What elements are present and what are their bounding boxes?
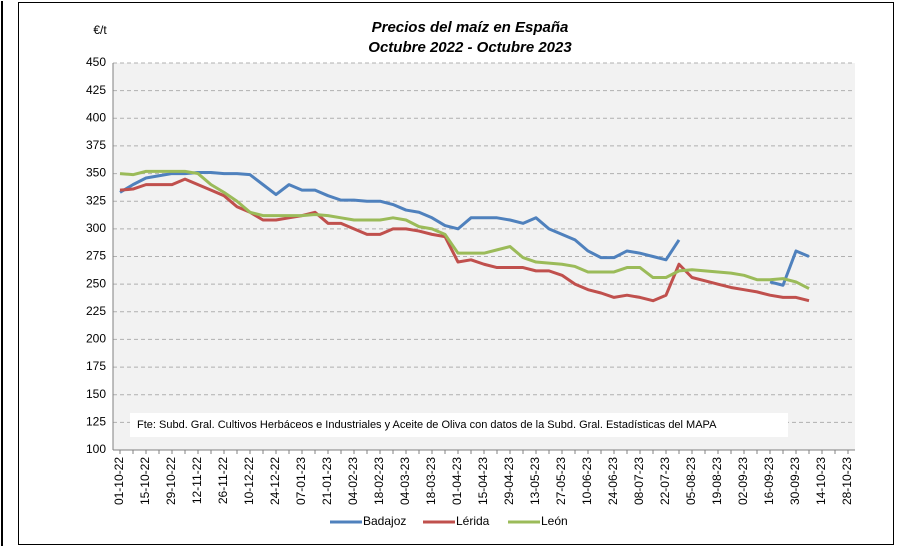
x-tick-label: 28-10-23: [840, 457, 854, 505]
x-tick-label: 15-10-22: [138, 457, 152, 505]
series-line: [119, 177, 810, 303]
x-tick-label: 10-12-22: [242, 457, 256, 505]
x-tick-label: 30-09-23: [788, 457, 802, 505]
x-tick-label: 04-03-23: [398, 457, 412, 505]
y-tick-label: 250: [86, 276, 106, 290]
y-tick-label: 325: [86, 193, 106, 207]
series-line: [119, 169, 810, 290]
x-tick-label: 14-10-23: [814, 457, 828, 505]
x-tick-label: 24-12-22: [268, 457, 282, 505]
x-tick-label: 04-02-23: [346, 457, 360, 505]
y-tick-label: 275: [86, 249, 106, 263]
legend-label: Badajoz: [363, 514, 406, 528]
y-tick-label: 350: [86, 166, 106, 180]
x-tick-label: 12-11-22: [190, 457, 204, 504]
x-tick-label: 01-10-22: [112, 457, 126, 505]
chart-title: Precios del maíz en España: [372, 19, 569, 36]
x-tick-label: 15-04-23: [476, 457, 490, 505]
x-tick-label: 19-08-23: [710, 457, 724, 505]
x-tick-label: 27-05-23: [554, 457, 568, 505]
x-tick-label: 26-11-22: [216, 457, 230, 504]
y-tick-label: 375: [86, 138, 106, 152]
x-tick-label: 08-07-23: [632, 457, 646, 505]
chart-subtitle: Octubre 2022 - Octubre 2023: [368, 39, 572, 56]
x-tick-label: 29-10-22: [164, 457, 178, 505]
x-tick-label: 05-08-23: [684, 457, 698, 505]
series-line: [119, 170, 810, 287]
x-tick-label: 18-03-23: [424, 457, 438, 505]
y-tick-label: 175: [86, 359, 106, 373]
y-tick-label: 125: [86, 415, 106, 429]
x-tick-label: 10-06-23: [580, 457, 594, 505]
frame-edge: [1, 1, 3, 546]
y-tick-label: 300: [86, 221, 106, 235]
y-tick-label: 150: [86, 387, 106, 401]
x-tick-label: 22-07-23: [658, 457, 672, 505]
annotation: Fte: Subd. Gral. Cultivos Herbáceos e In…: [137, 419, 717, 431]
legend-label: Lérida: [456, 514, 490, 528]
legend-label: León: [541, 514, 568, 528]
y-tick-label: 200: [86, 332, 106, 346]
x-tick-label: 24-06-23: [606, 457, 620, 505]
x-tick-label: 01-04-23: [450, 457, 464, 505]
x-tick-label: 21-01-23: [320, 457, 334, 505]
legend: Badajoz Lérida León: [330, 514, 568, 528]
y-tick-label: 225: [86, 304, 106, 318]
x-tick-label: 07-01-23: [294, 457, 308, 505]
y-tick-label: 425: [86, 83, 106, 97]
x-tick-label: 18-02-23: [372, 457, 386, 505]
grid-layer: [113, 62, 855, 451]
x-tick-label: 02-09-23: [736, 457, 750, 505]
annotation-box: [130, 413, 788, 437]
x-tick-label: 13-05-23: [528, 457, 542, 505]
y-axis-label: €/t: [93, 23, 107, 37]
x-tick-label: 29-04-23: [502, 457, 516, 505]
y-tick-label: 400: [86, 110, 106, 124]
y-tick-label: 100: [86, 442, 106, 456]
x-tick-label: 16-09-23: [762, 457, 776, 505]
lines-layer: [119, 169, 810, 303]
y-tick-label: 450: [86, 55, 106, 69]
